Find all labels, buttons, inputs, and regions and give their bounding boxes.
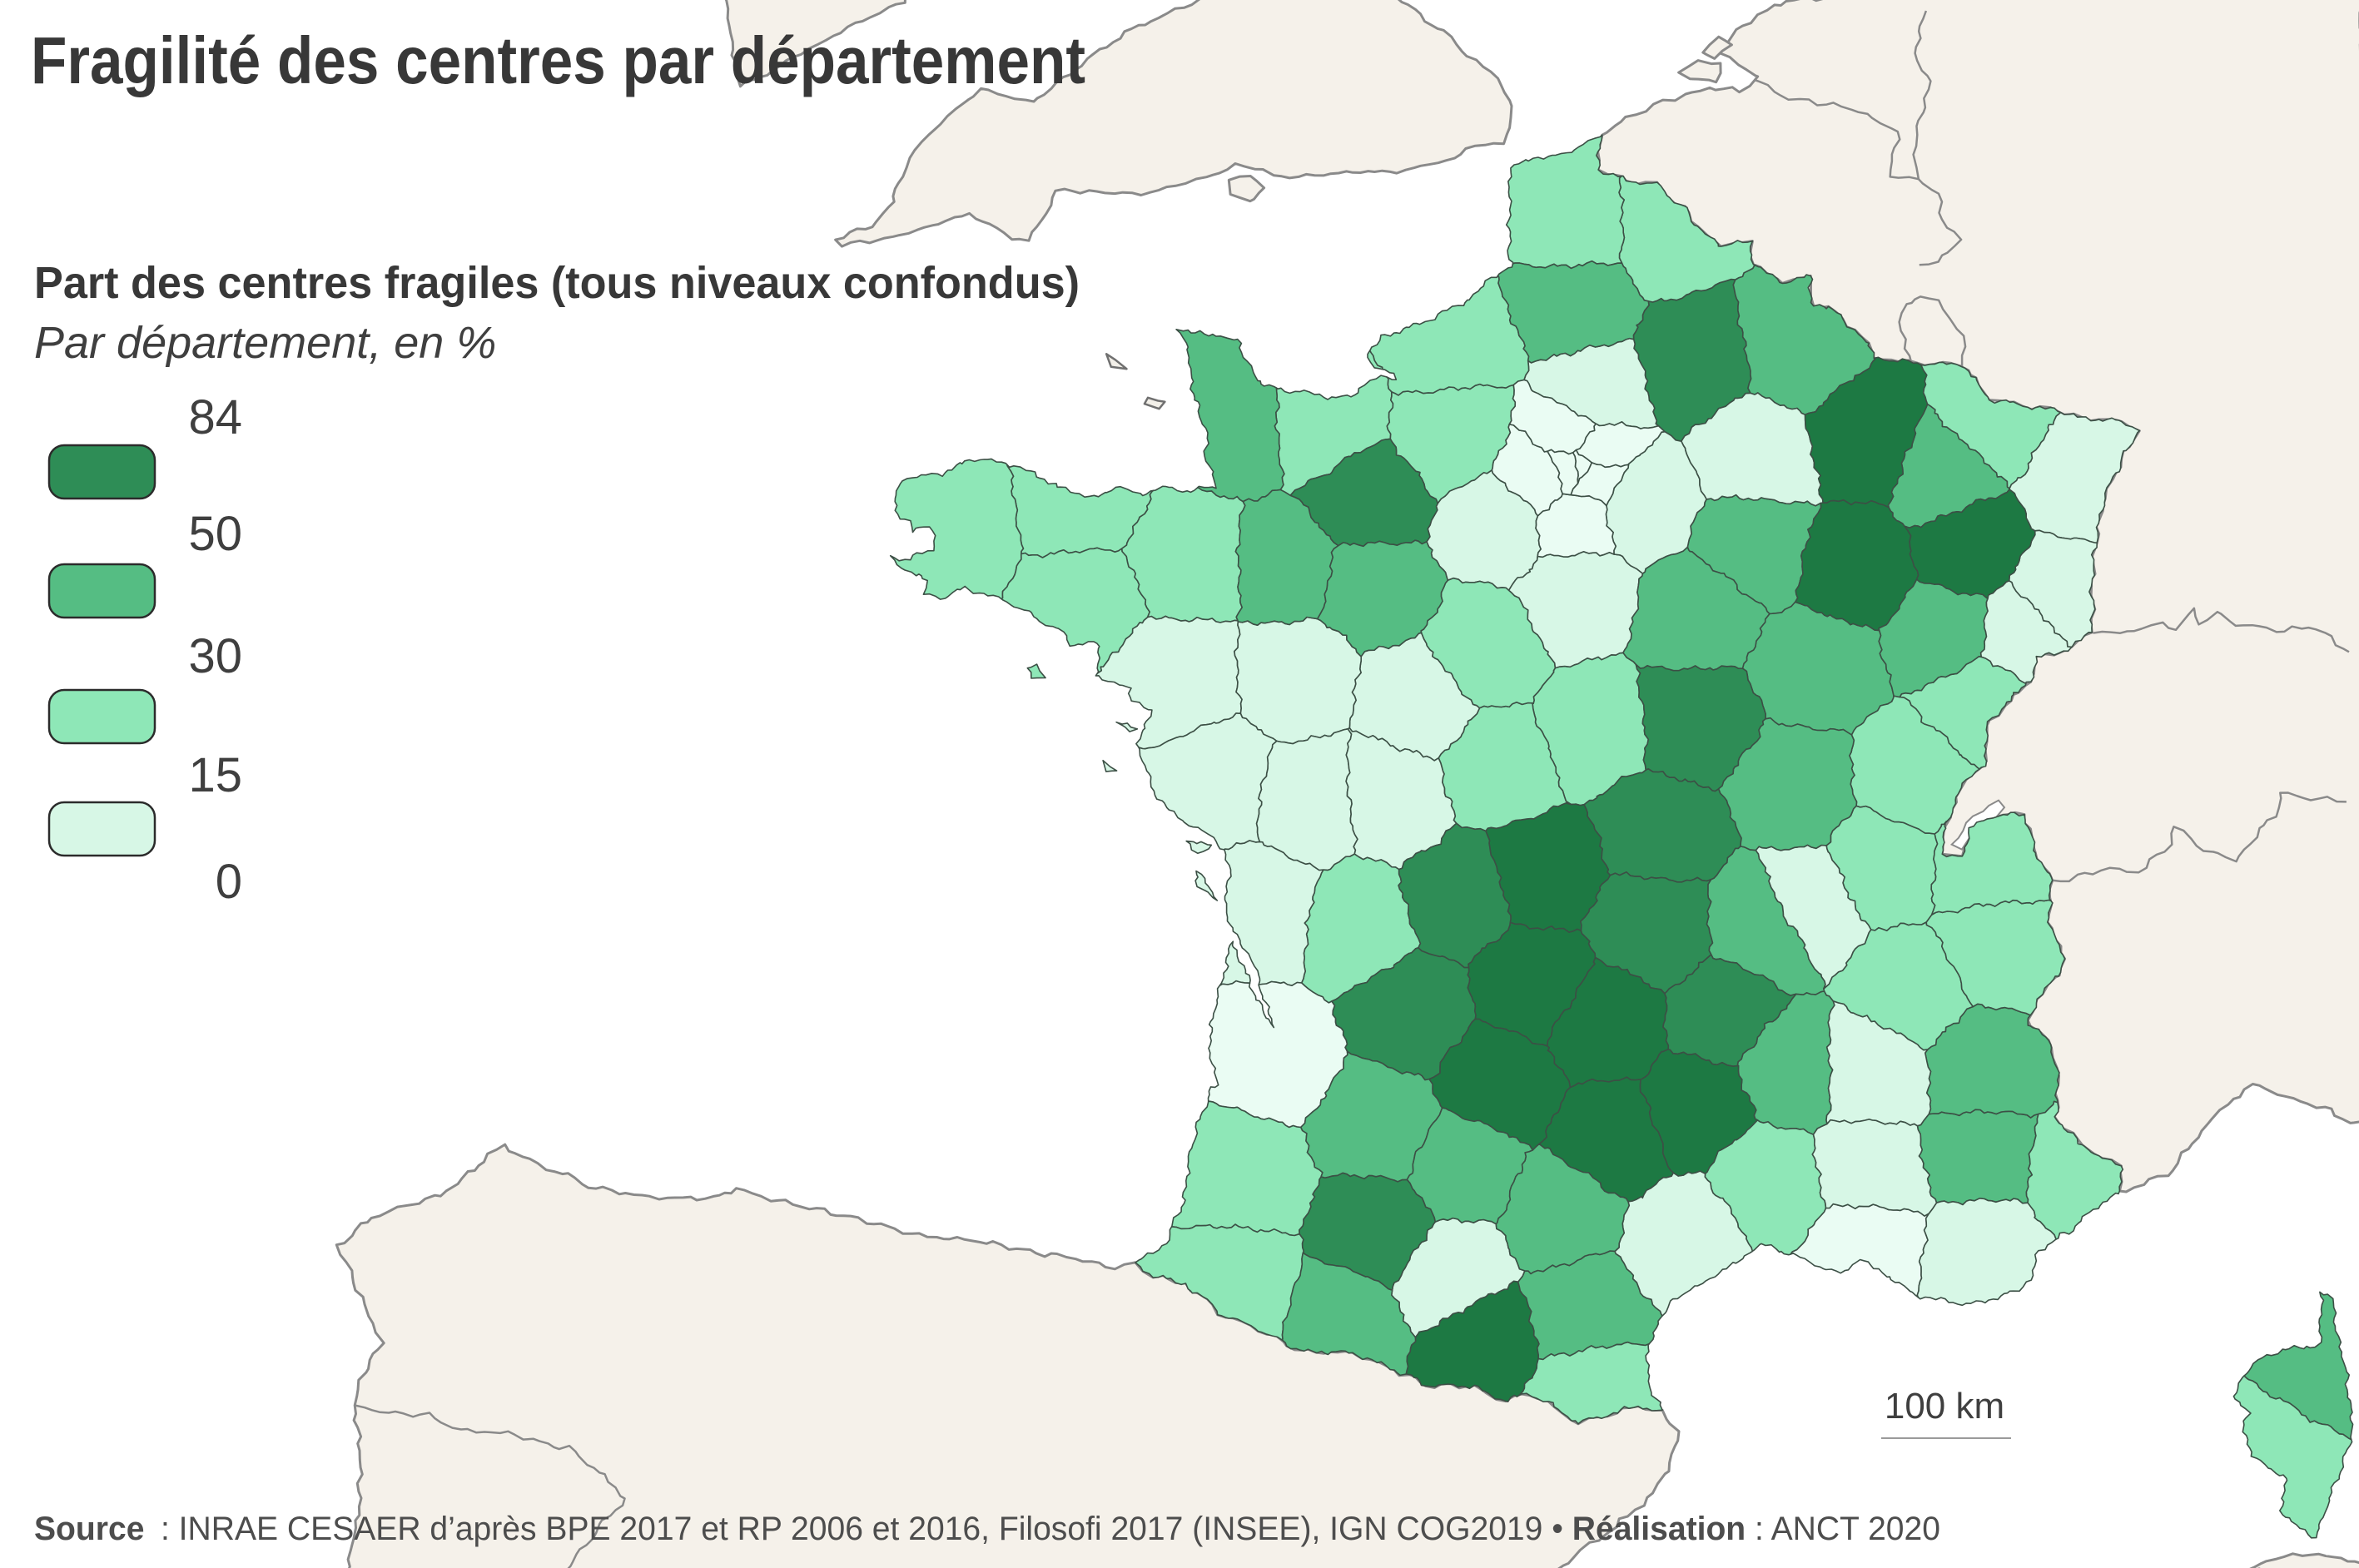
- svg-text:Fragilité des centres par dépa: Fragilité des centres par département: [31, 23, 1085, 97]
- svg-text:30: 30: [188, 629, 242, 683]
- svg-text:Source : INRAE CESAER d’après: Source : INRAE CESAER d’après BPE 2017 e…: [34, 1511, 1940, 1547]
- svg-text:84: 84: [188, 390, 242, 444]
- svg-text:15: 15: [188, 748, 242, 802]
- svg-text:100 km: 100 km: [1885, 1386, 2004, 1427]
- svg-text:Par département, en %: Par département, en %: [34, 318, 496, 368]
- svg-text:0: 0: [216, 855, 242, 909]
- svg-text:Part des centres fragiles (tou: Part des centres fragiles (tous niveaux …: [34, 258, 1080, 308]
- svg-text:50: 50: [188, 507, 242, 561]
